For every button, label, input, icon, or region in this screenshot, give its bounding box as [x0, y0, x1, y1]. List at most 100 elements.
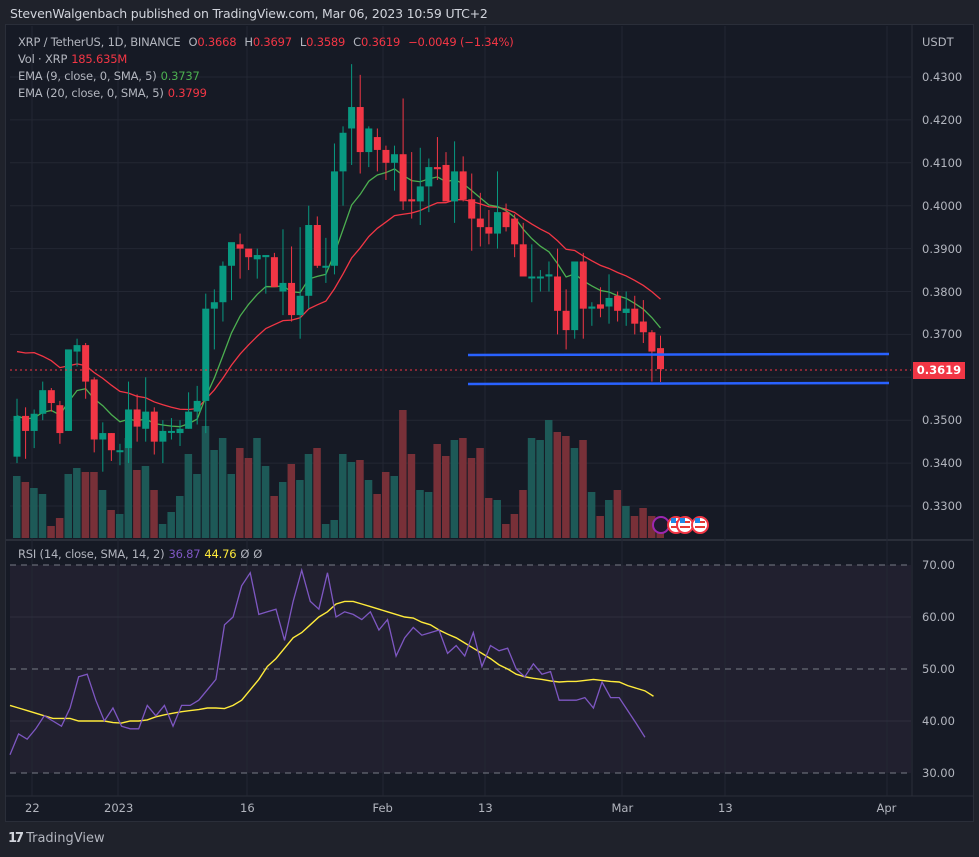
- candle-body: [502, 212, 510, 228]
- rsi-tick: 60.00: [922, 610, 955, 624]
- support-line-upper[interactable]: [467, 352, 890, 357]
- us-flag-event-icon[interactable]: [676, 516, 694, 534]
- candle-body: [648, 332, 656, 352]
- candle-body: [150, 411, 158, 442]
- change-value: −0.0049 (−1.34%): [408, 35, 514, 49]
- rsi-ma-line: [9, 600, 654, 724]
- ema9-legend[interactable]: EMA (9, close, 0, SMA, 5) 0.3737: [18, 69, 200, 83]
- candle-body: [536, 276, 544, 279]
- rsi-value: 36.87: [168, 547, 201, 561]
- ema20-legend[interactable]: EMA (20, close, 0, SMA, 5) 0.3799: [18, 86, 207, 100]
- volume-bar: [364, 480, 373, 538]
- candle-body: [373, 137, 381, 150]
- volume-bar: [193, 474, 201, 538]
- candle-body: [631, 308, 639, 324]
- candle-body: [571, 261, 579, 331]
- volume-bar: [579, 440, 587, 538]
- ema20-line: [16, 199, 661, 411]
- tradingview-logo-icon: 17: [8, 831, 24, 846]
- volume-bar: [141, 466, 150, 538]
- volume-bar: [218, 438, 227, 538]
- candle-body: [451, 171, 459, 202]
- volume-bar: [381, 472, 390, 538]
- price-tick: 0.3300: [922, 499, 963, 513]
- us-flag-event-icon[interactable]: [691, 516, 709, 534]
- candle-body: [313, 225, 321, 266]
- volume-bar: [347, 462, 356, 538]
- volume-bar: [639, 508, 647, 538]
- candle-body: [408, 199, 416, 202]
- volume-bar: [416, 490, 424, 538]
- candle-body: [425, 167, 433, 187]
- event-marker-icon[interactable]: [652, 516, 670, 534]
- candle-body: [399, 154, 407, 202]
- volume-bar: [30, 488, 38, 538]
- candle-body: [485, 227, 493, 234]
- volume-bar: [90, 472, 98, 538]
- volume-bar: [261, 466, 270, 538]
- volume-bar: [210, 450, 218, 538]
- volume-legend[interactable]: Vol · XRP 185.635M: [18, 52, 128, 66]
- ema20-value: 0.3799: [167, 86, 207, 100]
- candle-body: [176, 428, 184, 434]
- tradingview-brand[interactable]: 17 TradingView: [8, 831, 105, 846]
- candle-body: [125, 409, 133, 449]
- rsi-legend[interactable]: RSI (14, close, SMA, 14, 2) 36.87 44.76 Ø Ø: [18, 547, 263, 561]
- candle-body: [39, 390, 47, 414]
- price-tick: 0.3900: [922, 241, 963, 256]
- volume-bar: [596, 516, 604, 538]
- volume-bar: [330, 520, 338, 538]
- candle-body: [639, 321, 647, 333]
- volume-bar: [158, 524, 167, 538]
- price-tick: 0.4200: [922, 112, 963, 127]
- rsi-tick: 70.00: [922, 558, 955, 572]
- candle-body: [193, 400, 201, 412]
- volume-value: 185.635M: [71, 52, 128, 66]
- volume-bar: [390, 476, 399, 538]
- volume-bar: [622, 506, 630, 538]
- candle-body: [545, 274, 553, 277]
- rsi-line: [9, 567, 646, 756]
- volume-bar: [647, 516, 656, 538]
- volume-bar: [527, 438, 536, 538]
- volume-bar: [433, 444, 441, 538]
- volume-bar: [107, 510, 115, 538]
- candle-body: [167, 430, 175, 433]
- rsi-ma-value: 44.76: [204, 547, 237, 561]
- volume-bar: [459, 438, 467, 538]
- volume-bar: [450, 440, 459, 538]
- volume-bar: [613, 490, 622, 538]
- volume-bar: [510, 514, 519, 538]
- current-price-tag: 0.3619: [913, 362, 965, 379]
- rsi-tick: 40.00: [922, 714, 955, 728]
- volume-bar: [133, 470, 141, 538]
- candle-body: [596, 304, 604, 309]
- time-tick: Apr: [876, 801, 897, 815]
- candle-body: [528, 276, 536, 279]
- symbol-name[interactable]: XRP / TetherUS, 1D, BINANCE: [18, 35, 181, 49]
- volume-bar: [253, 438, 261, 538]
- candle-body: [511, 218, 519, 245]
- support-line-lower[interactable]: [467, 381, 890, 386]
- candle-body: [382, 149, 390, 163]
- time-tick: 13: [718, 801, 733, 815]
- volume-bar: [467, 458, 476, 538]
- price-tick: 0.4000: [922, 198, 963, 213]
- volume-bar: [519, 490, 527, 538]
- volume-bar: [64, 474, 72, 538]
- candle-body: [219, 265, 227, 303]
- volume-bar: [98, 490, 107, 538]
- candle-body: [210, 302, 218, 309]
- ema9-value: 0.3737: [160, 69, 200, 83]
- candle-body: [236, 244, 244, 249]
- candle-body: [348, 107, 356, 129]
- candle-body: [22, 415, 30, 431]
- volume-bar: [424, 492, 433, 538]
- candle-body: [459, 171, 467, 200]
- candle-body: [228, 242, 235, 266]
- volume-bar: [184, 454, 193, 538]
- candle-body: [433, 167, 441, 170]
- volume-bar: [201, 426, 210, 538]
- price-unit-label: USDT: [922, 35, 954, 49]
